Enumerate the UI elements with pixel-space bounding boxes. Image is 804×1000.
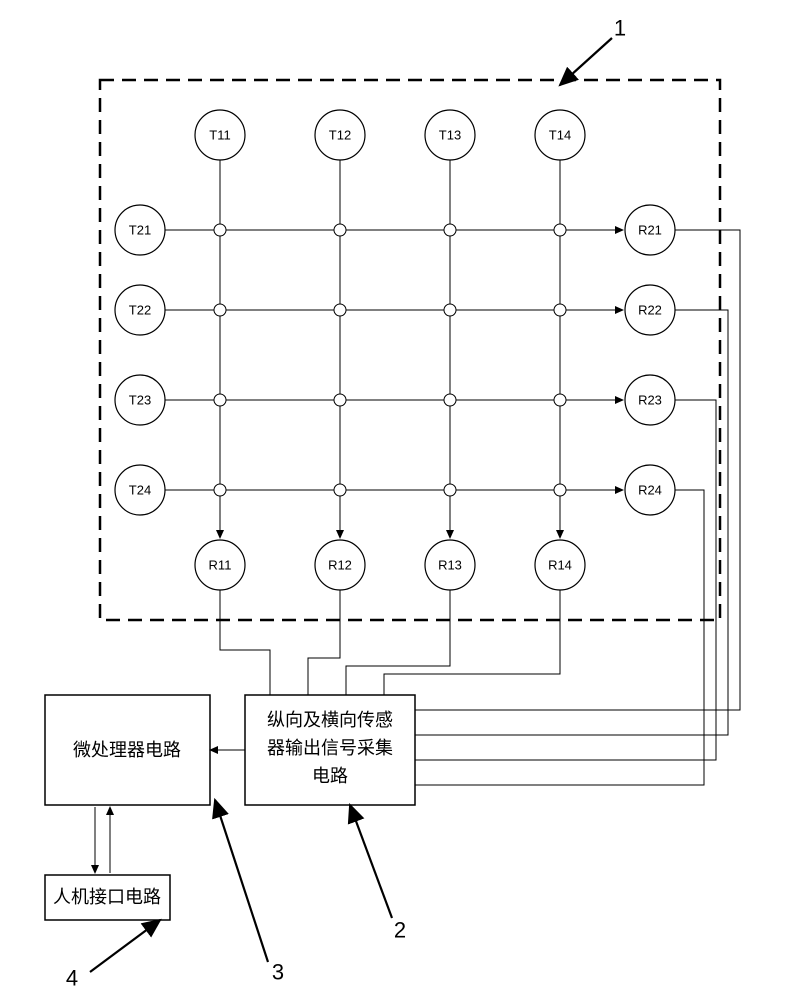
intersection [554, 484, 566, 496]
intersection [444, 484, 456, 496]
r-bottom-conn-0 [220, 590, 270, 695]
node-right-3: R24 [625, 465, 675, 515]
node-left-2: T23 [115, 375, 165, 425]
intersection [214, 394, 226, 406]
node-bottom-0: R11 [195, 540, 245, 590]
callout-arrow-2 [350, 805, 392, 918]
intersection [334, 394, 346, 406]
node-top-2-label: T13 [439, 128, 461, 143]
intersection [554, 394, 566, 406]
intersection [214, 224, 226, 236]
intersection [444, 224, 456, 236]
node-right-2-label: R23 [638, 393, 662, 408]
node-right-1-label: R22 [638, 303, 662, 318]
intersection [214, 484, 226, 496]
node-right-0: R21 [625, 205, 675, 255]
r-bottom-conn-1 [308, 590, 340, 695]
node-top-1-label: T12 [329, 128, 351, 143]
callout-num-1: 1 [614, 16, 626, 41]
mcu-label: 微处理器电路 [73, 740, 181, 760]
intersection [554, 304, 566, 316]
callout-num-3: 3 [272, 960, 284, 985]
acq-line1: 纵向及横向传感 [267, 710, 393, 730]
node-left-3: T24 [115, 465, 165, 515]
r-bottom-conn-2 [346, 590, 450, 695]
node-left-1: T22 [115, 285, 165, 335]
mcu-hmi-link [95, 807, 110, 873]
node-top-1: T12 [315, 110, 365, 160]
r-right-conn-0 [415, 230, 740, 710]
node-left-2-label: T23 [129, 393, 151, 408]
node-left-0-label: T21 [129, 223, 151, 238]
node-bottom-3-label: R14 [548, 558, 572, 573]
node-top-3: T14 [535, 110, 585, 160]
node-top-3-label: T14 [549, 128, 571, 143]
node-bottom-1-label: R12 [328, 558, 352, 573]
node-top-0: T11 [195, 110, 245, 160]
node-left-1-label: T22 [129, 303, 151, 318]
callout-num-4: 4 [66, 966, 78, 991]
acquisition-box: 纵向及横向传感 器输出信号采集 电路 [245, 695, 415, 805]
intersection [334, 304, 346, 316]
node-right-3-label: R24 [638, 483, 662, 498]
node-right-2: R23 [625, 375, 675, 425]
hmi-label: 人机接口电路 [53, 887, 161, 907]
node-bottom-3: R14 [535, 540, 585, 590]
acq-line2: 器输出信号采集 [267, 738, 393, 758]
r-bottom-conn-3 [384, 590, 560, 695]
node-right-0-label: R21 [638, 223, 662, 238]
callout-arrow-3 [215, 800, 268, 962]
r-right-conn-2 [415, 400, 716, 760]
acq-line3: 电路 [312, 766, 348, 786]
sensor-grid-box [100, 80, 720, 620]
node-left-0: T21 [115, 205, 165, 255]
node-bottom-2: R13 [425, 540, 475, 590]
r-right-conn-1 [415, 310, 728, 735]
callout-num-2: 2 [394, 918, 406, 943]
node-top-0-label: T11 [209, 128, 230, 143]
intersection [444, 394, 456, 406]
callout-arrow-4 [90, 920, 160, 972]
intersection [554, 224, 566, 236]
intersection [334, 224, 346, 236]
intersection [444, 304, 456, 316]
node-left-3-label: T24 [129, 483, 151, 498]
intersection [334, 484, 346, 496]
node-right-1: R22 [625, 285, 675, 335]
node-top-2: T13 [425, 110, 475, 160]
node-bottom-2-label: R13 [438, 558, 462, 573]
hmi-box: 人机接口电路 [45, 875, 170, 920]
callout-arrow-1 [560, 38, 612, 85]
mcu-box: 微处理器电路 [45, 695, 210, 805]
node-bottom-0-label: R11 [209, 558, 232, 573]
node-bottom-1: R12 [315, 540, 365, 590]
intersection [214, 304, 226, 316]
